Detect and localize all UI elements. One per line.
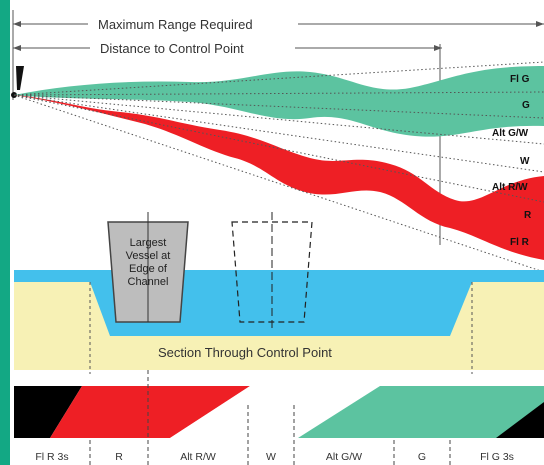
red-beam (14, 95, 544, 260)
diagram-canvas: Maximum Range Required Distance to Contr… (11, 10, 544, 465)
bottom-label-fl-g-3s: Fl G 3s (480, 451, 514, 463)
band-white-left (170, 386, 254, 438)
boundary-4 (13, 94, 544, 145)
boundary-3 (13, 94, 544, 119)
sector-boundaries (13, 61, 544, 273)
vessel-label-line1: Largest (130, 237, 167, 249)
largest-vessel: Largest Vessel at Edge of Channel (107, 212, 189, 323)
sector-band (14, 386, 544, 438)
bottom-label-alt-gw: Alt G/W (326, 451, 362, 463)
bottom-label-fl-r-3s: Fl R 3s (35, 451, 68, 463)
max-range-arrow-left (13, 21, 21, 27)
max-range-label: Maximum Range Required (98, 17, 253, 32)
vessel-label-line3: Edge of (129, 263, 168, 275)
boundary-2 (13, 91, 544, 96)
bottom-label-alt-rw: Alt R/W (180, 451, 216, 463)
boundary-5 (13, 94, 544, 173)
sector-light-diagram: Maximum Range Required Distance to Contr… (10, 0, 544, 465)
max-range-dimension: Maximum Range Required (12, 10, 544, 100)
band-fl-g-black (496, 402, 544, 438)
band-green (298, 386, 544, 438)
sector-label-alt-rw: Alt R/W (492, 182, 528, 193)
band-red (50, 386, 250, 438)
section-label: Section Through Control Point (158, 345, 332, 360)
vessel-label-line4: Channel (128, 276, 169, 288)
sector-label-alt-gw: Alt G/W (492, 128, 529, 139)
light-source-icon (16, 66, 24, 90)
boundary-1 (13, 61, 544, 96)
sector-labels-bottom: Fl R 3s R Alt R/W W Alt G/W G Fl G 3s (35, 451, 514, 463)
green-beam (14, 66, 544, 137)
bottom-label-r: R (115, 451, 123, 463)
vessel-outline-center (231, 212, 313, 330)
bottom-label-g: G (418, 451, 426, 463)
max-range-arrow-right (536, 21, 544, 27)
band-fl-r-black (14, 386, 82, 438)
sector-labels-right: Fl G G Alt G/W W Alt R/W R Fl R (492, 74, 532, 248)
bottom-label-w: W (266, 451, 276, 463)
distance-arrow-right (434, 45, 442, 51)
sector-label-fl-g: Fl G (510, 74, 530, 85)
dashed-vessel-hull (231, 221, 313, 323)
vessel-label-line2: Vessel at (126, 250, 171, 262)
distance-control-label: Distance to Control Point (100, 41, 244, 56)
distance-arrow-left (13, 45, 21, 51)
sector-label-fl-r: Fl R (510, 237, 530, 248)
boundary-7 (13, 94, 544, 273)
band-dividers (89, 370, 451, 465)
sector-label-r: R (524, 210, 532, 221)
sector-label-w: W (520, 156, 530, 167)
sector-label-g: G (522, 100, 530, 111)
